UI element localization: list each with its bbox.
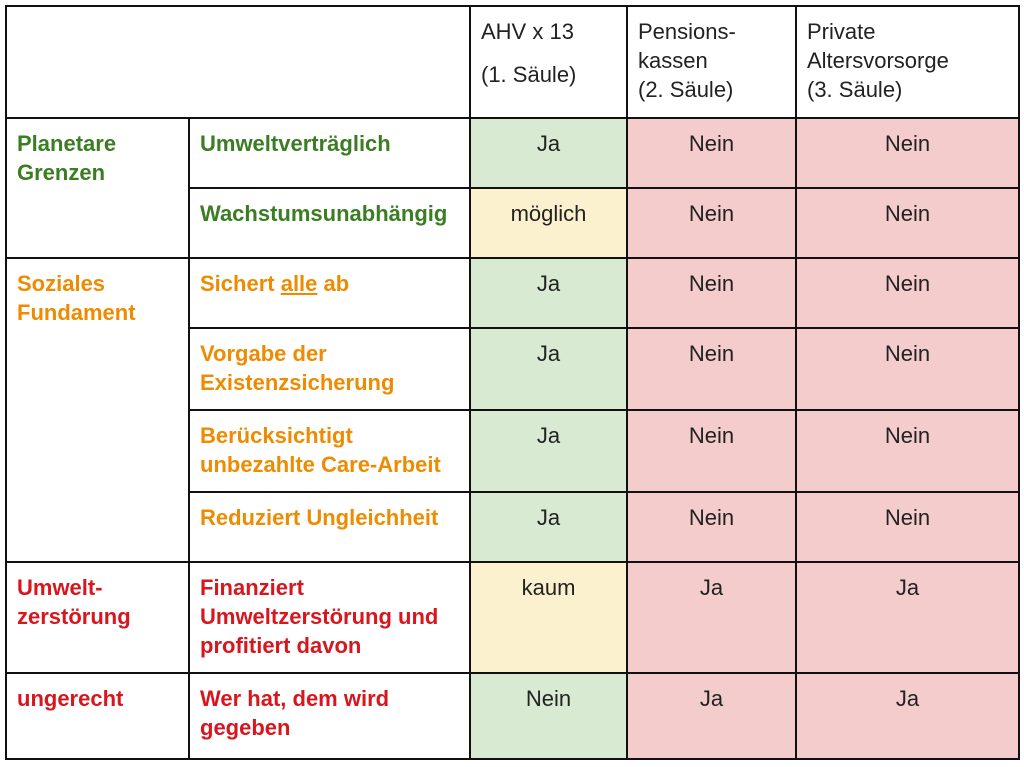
cell-private: Nein — [795, 187, 1020, 259]
criterion-label-part: Sichert — [200, 271, 281, 296]
criterion-label-line: Finanziert — [200, 575, 304, 600]
criterion-label-part: ab — [317, 271, 350, 296]
table-row: Wachstumsunabhängig möglich Nein Nein — [6, 187, 1020, 259]
header-pv-line3: (3. Säule) — [807, 77, 903, 102]
criterion-label: Wachstumsunabhängig — [188, 187, 471, 259]
cell-pensionskassen: Nein — [626, 117, 797, 189]
cell-pensionskassen: Nein — [626, 257, 797, 329]
criterion-label-line: Existenzsicherung — [200, 370, 395, 395]
header-pv-line2: Altersvorsorge — [807, 48, 949, 73]
table-row: Soziales Fundament Sichert alle ab Ja Ne… — [5, 257, 1020, 563]
group-label-line: zerstörung — [17, 604, 131, 629]
criterion-label: Sichert alle ab — [188, 257, 471, 329]
header-pk-line3: (2. Säule) — [638, 77, 734, 102]
header-pv-line1: Private — [807, 19, 876, 44]
criterion-label-line: profitiert davon — [200, 633, 362, 658]
group-planetary-boundaries: Planetare Grenzen — [5, 117, 190, 259]
group-label-line: Umwelt- — [17, 575, 103, 600]
group-social-foundation: Soziales Fundament — [5, 257, 190, 563]
header-ahv-title: AHV x 13 — [481, 19, 574, 44]
cell-private: Ja — [795, 672, 1020, 760]
criterion-label-line: unbezahlte Care-Arbeit — [200, 452, 441, 477]
cell-ahv: möglich — [469, 187, 628, 259]
cell-private: Nein — [795, 117, 1020, 189]
criterion-label-line: Umweltzerstörung und — [200, 604, 439, 629]
cell-ahv: Ja — [469, 257, 628, 329]
cell-private: Ja — [795, 561, 1020, 674]
header-ahv: AHV x 13 (1. Säule) — [469, 5, 628, 119]
criterion-label-line: Wer hat, dem wird — [200, 686, 390, 711]
cell-ahv: kaum — [469, 561, 628, 674]
table-row: Reduziert Ungleichheit Ja Nein Nein — [6, 491, 1020, 563]
criterion-label: Reduziert Ungleichheit — [188, 491, 471, 563]
header-empty-cell — [5, 5, 471, 119]
cell-pensionskassen: Nein — [626, 187, 797, 259]
group-environmental-destruction: Umwelt- zerstörung — [5, 561, 190, 674]
cell-ahv: Ja — [469, 491, 628, 563]
group-label-line: Soziales — [17, 271, 106, 296]
header-pensionskassen: Pensions- kassen (2. Säule) — [626, 5, 797, 119]
table-row: Umwelt- zerstörung Finanziert Umweltzers… — [5, 561, 1020, 674]
criterion-label-line: Berücksichtigt — [200, 423, 353, 448]
cell-pensionskassen: Nein — [626, 327, 797, 411]
group-unjust: ungerecht — [5, 672, 190, 760]
cell-pensionskassen: Ja — [626, 672, 797, 760]
criterion-label: Wer hat, dem wird gegeben — [188, 672, 471, 760]
table-row: Berücksichtigt unbezahlte Care-Arbeit Ja… — [6, 409, 1020, 493]
cell-pensionskassen: Nein — [626, 409, 797, 493]
table-row: Vorgabe der Existenzsicherung Ja Nein Ne… — [6, 327, 1020, 411]
group-label-line: Fundament — [17, 300, 136, 325]
cell-ahv: Ja — [469, 117, 628, 189]
cell-ahv: Ja — [469, 327, 628, 411]
header-pk-line1: Pensions- — [638, 19, 736, 44]
criterion-label: Umweltverträglich — [188, 117, 471, 189]
cell-pensionskassen: Ja — [626, 561, 797, 674]
comparison-table: AHV x 13 (1. Säule) Pensions- kassen (2.… — [5, 5, 1020, 760]
cell-ahv: Ja — [469, 409, 628, 493]
criterion-label: Berücksichtigt unbezahlte Care-Arbeit — [188, 409, 471, 493]
criterion-label: Finanziert Umweltzerstörung und profitie… — [188, 561, 471, 674]
header-private: Private Altersvorsorge (3. Säule) — [795, 5, 1020, 119]
group-label-line: Planetare — [17, 131, 117, 156]
header-pk-line2: kassen — [638, 48, 708, 73]
table-row: Planetare Grenzen Umweltverträglich Ja N… — [5, 117, 1020, 259]
header-ahv-subtitle: (1. Säule) — [481, 62, 577, 87]
group-label-line: Grenzen — [17, 160, 106, 185]
cell-pensionskassen: Nein — [626, 491, 797, 563]
table-row: ungerecht Wer hat, dem wird gegeben Nein… — [5, 672, 1020, 760]
cell-ahv: Nein — [469, 672, 628, 760]
criterion-label-line: gegeben — [200, 715, 291, 740]
criterion-label-emphasis: alle — [280, 271, 318, 296]
criterion-label-line: Vorgabe der — [200, 341, 327, 366]
cell-private: Nein — [795, 257, 1020, 329]
cell-private: Nein — [795, 491, 1020, 563]
cell-private: Nein — [795, 327, 1020, 411]
cell-private: Nein — [795, 409, 1020, 493]
criterion-label: Vorgabe der Existenzsicherung — [188, 327, 471, 411]
header-row: AHV x 13 (1. Säule) Pensions- kassen (2.… — [5, 5, 1020, 119]
